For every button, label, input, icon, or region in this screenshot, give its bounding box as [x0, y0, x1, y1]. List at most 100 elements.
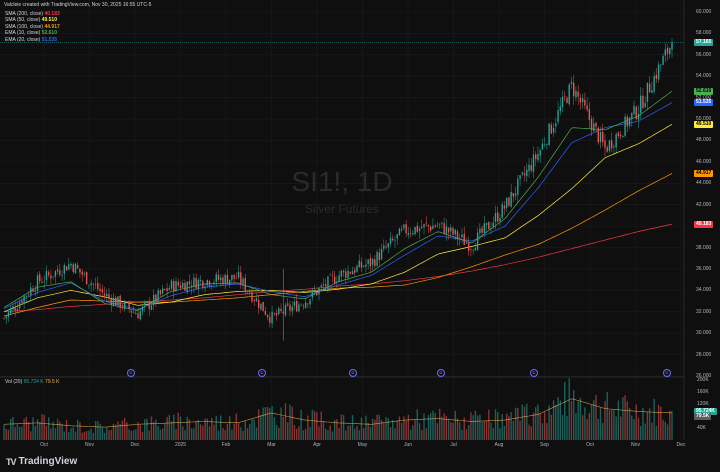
- indicator-legend-row[interactable]: SMA (100, close) 44.917: [5, 24, 60, 30]
- volume-bar: [222, 428, 224, 440]
- candle-body: [546, 144, 548, 145]
- volume-bar: [494, 409, 497, 440]
- candle-body: [488, 222, 490, 230]
- candle-body: [427, 225, 430, 227]
- candle-body: [573, 82, 575, 96]
- volume-bar: [331, 431, 334, 440]
- dividend-event-icon[interactable]: D: [530, 369, 538, 377]
- volume-bar: [329, 425, 331, 440]
- volume-bar: [193, 428, 195, 440]
- volume-bar: [68, 432, 70, 440]
- volume-bar: [50, 428, 52, 440]
- price-tick-label: 30.000: [696, 330, 712, 337]
- candle-body: [519, 175, 521, 180]
- tradingview-branding[interactable]: TV TradingView: [6, 456, 77, 467]
- candle-body: [41, 282, 43, 283]
- candle-body: [175, 280, 177, 292]
- candle-body: [59, 270, 61, 275]
- volume-bar: [195, 421, 197, 440]
- candle-body: [409, 232, 412, 234]
- volume-bar: [642, 407, 644, 440]
- candle-body: [159, 290, 162, 295]
- candle-body: [36, 275, 39, 291]
- candle-body: [132, 312, 135, 313]
- volume-bar: [389, 427, 392, 440]
- price-tag: 57.165: [694, 38, 714, 46]
- indicator-legend-row[interactable]: SMA (200, close) 40.183: [5, 11, 60, 17]
- candle-body: [291, 306, 293, 312]
- candle-body: [97, 282, 99, 290]
- volume-bar: [532, 412, 535, 440]
- volume-bar: [298, 426, 300, 440]
- candle-body: [626, 116, 629, 127]
- volume-bar: [371, 418, 374, 440]
- dividend-event-icon[interactable]: D: [349, 369, 357, 377]
- grid-lines: [0, 0, 684, 440]
- volume-bar: [289, 404, 291, 440]
- indicator-legend-row[interactable]: EMA (10, close) 52.610: [5, 30, 57, 36]
- candle-body: [532, 154, 535, 172]
- candle-body: [199, 279, 202, 282]
- candle-body: [452, 228, 454, 235]
- volume-bar: [161, 428, 164, 440]
- candle-body: [561, 96, 564, 108]
- volume-bar: [264, 407, 267, 440]
- indicator-legend-row[interactable]: EMA (20, close) 51.535: [5, 37, 57, 43]
- indicator-label: SMA (200, close): [5, 11, 45, 17]
- candle-body: [537, 154, 539, 161]
- volume-bar: [159, 429, 162, 440]
- volume-bar: [39, 422, 41, 440]
- candle-body: [387, 243, 389, 248]
- volume-bar: [666, 424, 669, 440]
- volume-bar: [164, 423, 166, 440]
- candle-body: [342, 270, 345, 273]
- volume-bar: [266, 406, 269, 440]
- watermark-name: Silver Futures: [304, 202, 380, 216]
- price-tick-label: 56.000: [696, 51, 712, 58]
- candle-body: [550, 124, 553, 134]
- candle-body: [380, 248, 383, 260]
- candle-body: [190, 285, 193, 288]
- volume-bar: [599, 407, 602, 440]
- volume-bar: [376, 414, 378, 440]
- watermark-symbol: SI1!, 1D: [291, 166, 393, 197]
- candle-body: [157, 290, 159, 302]
- candle-body: [559, 106, 561, 111]
- volume-ma-line: [3, 398, 673, 428]
- candle-body: [671, 42, 673, 50]
- volume-bar: [543, 412, 546, 440]
- candle-body: [543, 144, 546, 146]
- candle-body: [646, 82, 649, 102]
- candle-body: [25, 295, 28, 297]
- indicator-label: SMA (50, close): [5, 17, 42, 24]
- volume-bar: [485, 421, 488, 440]
- volume-bar: [251, 419, 253, 440]
- candle-body: [302, 305, 305, 307]
- candle-body: [606, 147, 608, 152]
- time-tick-label: Mar: [267, 442, 276, 448]
- candle-body: [604, 140, 606, 148]
- dividend-event-icon[interactable]: D: [437, 369, 445, 377]
- dividend-event-icon[interactable]: D: [258, 369, 266, 377]
- candle-body: [228, 279, 231, 285]
- volume-bar: [369, 426, 372, 440]
- price-tick-label: 26.000: [696, 373, 712, 379]
- volume-bar: [63, 431, 66, 440]
- volume-bar: [74, 431, 77, 440]
- time-tick-label: Aug: [494, 442, 504, 448]
- volume-bar: [249, 424, 251, 440]
- indicator-legend-row[interactable]: SMA (50, close) 49.510: [5, 17, 57, 23]
- candle-body: [329, 274, 331, 276]
- candle-body: [293, 301, 296, 306]
- volume-bar: [351, 415, 354, 440]
- volume-bar: [316, 412, 318, 440]
- dividend-event-icon[interactable]: D: [663, 369, 671, 377]
- time-tick-label: Jul: [450, 442, 457, 448]
- dividend-event-icon[interactable]: D: [127, 369, 135, 377]
- candle-body: [103, 293, 106, 296]
- volume-bar: [651, 422, 653, 440]
- volume-bar: [27, 422, 30, 440]
- volume-bar: [432, 410, 434, 440]
- volume-bar: [434, 412, 436, 440]
